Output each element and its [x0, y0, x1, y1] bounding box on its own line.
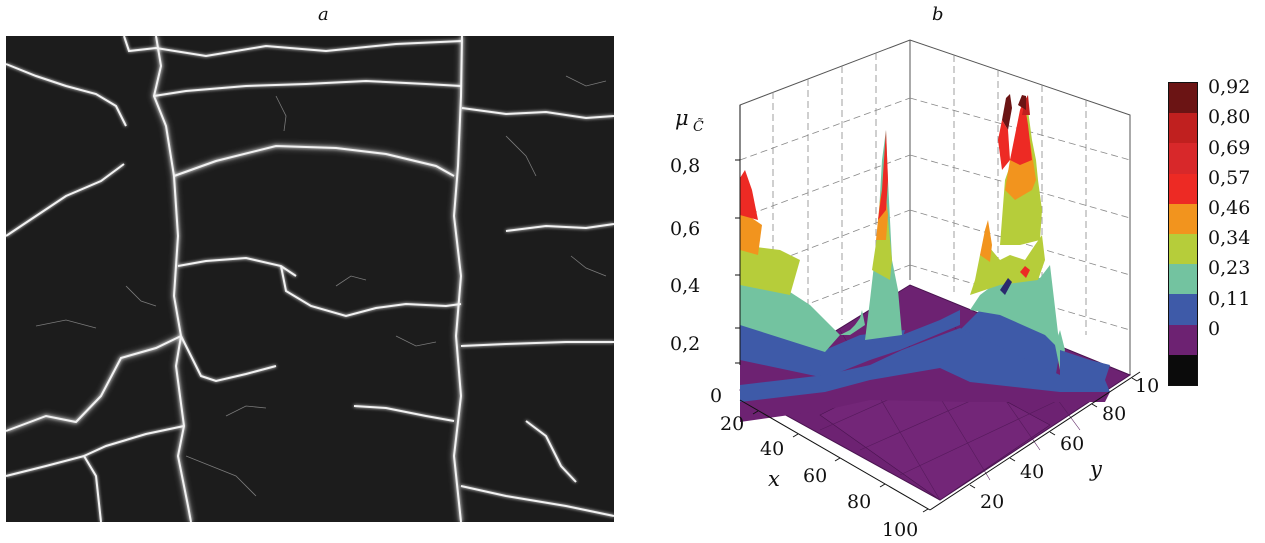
micrograph-background [6, 36, 614, 522]
colorbar-swatch [1168, 113, 1198, 144]
colorbar-level-label: 0,92 [1208, 76, 1251, 99]
colorbar-swatch [1168, 143, 1198, 174]
colorbar-swatch [1168, 173, 1198, 204]
y-axis-label: y [1089, 457, 1103, 481]
crack-lines [6, 36, 614, 522]
z-axis [735, 105, 741, 365]
panel-b-label: b [932, 4, 944, 25]
colorbar-swatch [1168, 294, 1198, 325]
colorbar-level-label: 0,57 [1208, 166, 1251, 189]
colorbar-swatch [1168, 83, 1198, 114]
surface-middle-spike [865, 130, 960, 360]
colorbar-level-label: 0,23 [1208, 257, 1251, 280]
surface-front-band [740, 328, 1110, 422]
y-tick-20: 20 [980, 491, 1004, 513]
colorbar-level-label: 0,80 [1208, 106, 1251, 129]
x-axis [739, 399, 931, 513]
colorbar-swatch [1168, 203, 1198, 234]
colorbar-swatch [1168, 324, 1198, 355]
z-axis-label: μ [675, 106, 689, 130]
colorbar-level-label: 0,69 [1208, 136, 1251, 159]
x-tick-20: 20 [720, 413, 744, 435]
colorbar-level-label: 0,11 [1208, 287, 1251, 310]
surface-plot: 0 0,2 0,4 0,6 0,8 μ C̃ 20 40 60 80 100 x… [670, 39, 1160, 541]
z-tick-0-6: 0,6 [670, 218, 700, 240]
z-tick-0-4: 0,4 [670, 275, 700, 297]
colorbar-swatch [1168, 233, 1198, 265]
y-tick-40: 40 [1020, 461, 1044, 483]
colorbar-swatch [1168, 264, 1198, 295]
y-axis [929, 371, 1141, 511]
panel-a-label: a [318, 4, 329, 25]
z-tick-0-2: 0,2 [670, 333, 700, 355]
crack-network-micrograph [6, 36, 614, 522]
x-tick-40: 40 [760, 438, 784, 460]
y-tick-100: 100 [1135, 375, 1160, 397]
colorbar-level-label: 0 [1208, 317, 1221, 340]
z-tick-0-8: 0,8 [670, 155, 700, 177]
x-tick-60: 60 [803, 465, 827, 487]
z-tick-0: 0 [710, 385, 722, 407]
x-tick-100: 100 [882, 519, 918, 541]
y-tick-60: 60 [1060, 433, 1084, 455]
x-axis-label: x [768, 467, 780, 491]
surface-left-ridge [740, 170, 905, 395]
z-axis-label-subscript: C̃ [693, 117, 704, 135]
colorbar-level-label: 0,34 [1208, 227, 1251, 250]
colorbar-level-label: 0,46 [1208, 197, 1251, 219]
y-tick-80: 80 [1102, 403, 1126, 425]
x-tick-80: 80 [847, 491, 871, 513]
colorbar-swatch [1168, 354, 1198, 385]
colorbar [1168, 82, 1198, 386]
